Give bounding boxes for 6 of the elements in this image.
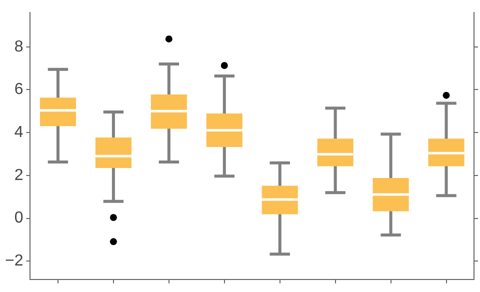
y-tick-label: 8 (14, 38, 24, 56)
y-tick-label: 6 (14, 81, 24, 98)
y-tick-label: −2 (4, 252, 24, 270)
y-tick-label: 4 (14, 124, 24, 142)
y-tick-label: 2 (14, 166, 24, 184)
y-tick-label: 0 (14, 210, 24, 227)
